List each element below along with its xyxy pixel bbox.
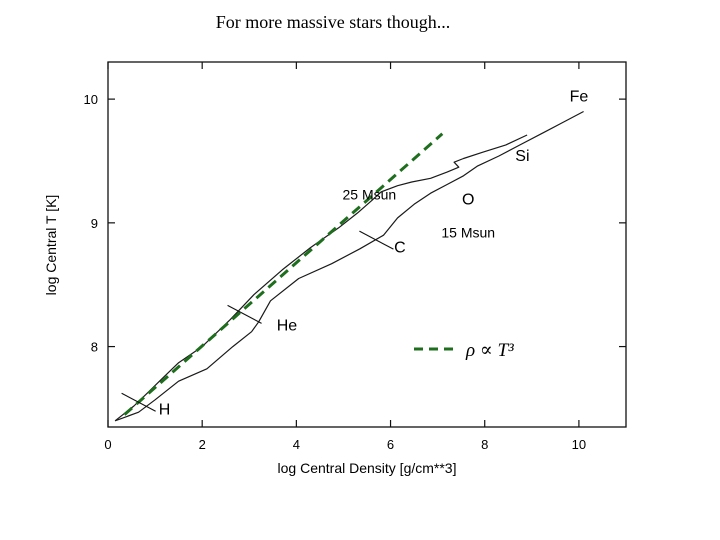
legend: ρ ∝ T³ [414, 340, 514, 361]
annotation-label: O [462, 191, 474, 208]
x-axis-title: log Central Density [g/cm**3] [278, 460, 457, 476]
series-line-1 [114, 134, 528, 422]
annotation-label: Si [515, 148, 529, 165]
y-tick-label: 9 [91, 216, 98, 231]
y-axis: 8 9 10 [84, 92, 626, 355]
x-tick-label: 2 [199, 437, 206, 452]
annotation-label: 25 Msun [343, 186, 397, 202]
burning-mark [227, 304, 262, 324]
x-tick-label: 0 [104, 437, 111, 452]
slide-title: For more massive stars though... [215, 12, 451, 32]
annotation-label: He [277, 317, 298, 334]
series-line-2 [114, 110, 584, 422]
y-tick-label: 10 [84, 92, 98, 107]
y-tick-label: 8 [91, 340, 98, 355]
burning-mark [121, 392, 156, 412]
annotation-label: C [394, 240, 406, 257]
plot-frame [107, 61, 627, 428]
annotation-label: 15 Msun [441, 225, 495, 241]
annotation-label: Fe [570, 89, 589, 106]
series-line-3 [123, 132, 444, 416]
x-tick-label: 4 [293, 437, 300, 452]
x-tick-label: 8 [481, 437, 488, 452]
legend-label: ρ ∝ T³ [465, 340, 514, 361]
x-tick-label: 6 [387, 437, 394, 452]
annotation-label: H [159, 402, 171, 419]
x-tick-label: 10 [572, 437, 586, 452]
burning-marks [121, 230, 394, 412]
y-axis-title: log Central T [K] [43, 195, 59, 296]
burning-mark [359, 230, 394, 250]
x-axis: 0 2 4 6 8 10 [104, 62, 586, 452]
annotations: H He C O Si Fe 25 Msun 15 Msun [159, 89, 589, 419]
series-group [114, 110, 584, 422]
